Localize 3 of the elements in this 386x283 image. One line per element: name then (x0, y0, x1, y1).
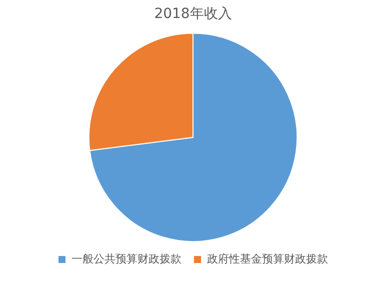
legend-label: 一般公共预算财政拨款 (72, 252, 182, 266)
legend-label: 政府性基金预算财政拨款 (207, 252, 328, 266)
chart-title: 2018年收入 (154, 6, 232, 22)
